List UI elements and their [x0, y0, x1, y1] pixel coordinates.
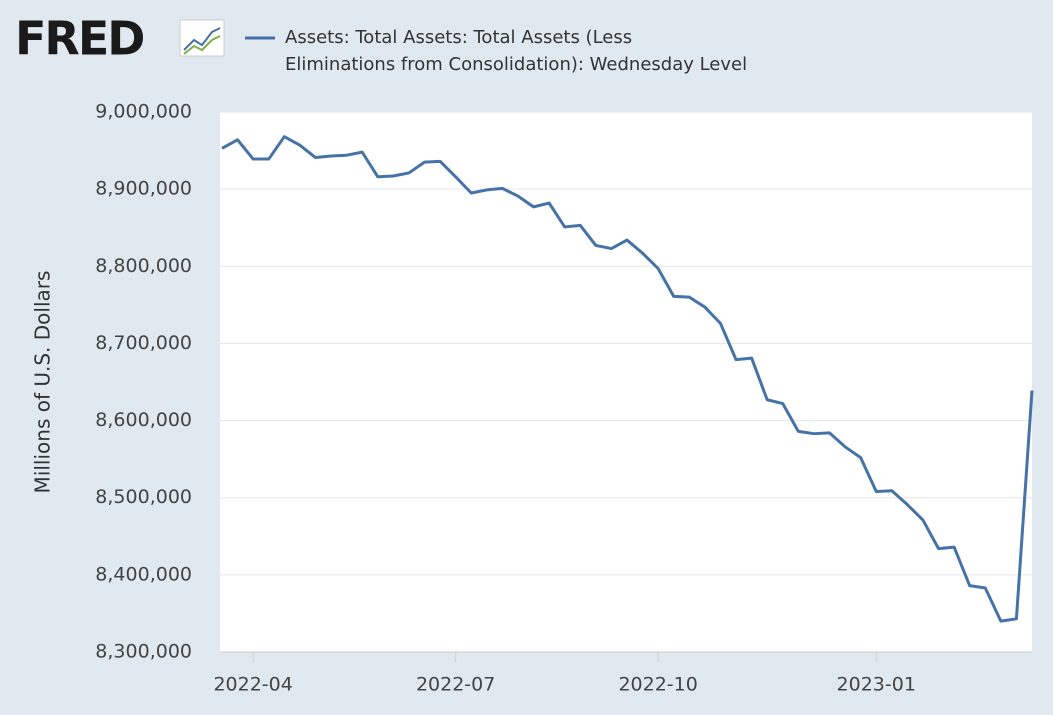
legend-line: Eliminations from Consolidation): Wednes… — [285, 54, 747, 75]
y-tick-label: 8,400,000 — [95, 563, 192, 585]
x-tick-label: 2022-04 — [213, 674, 292, 696]
y-tick-label: 8,500,000 — [95, 486, 192, 508]
x-tick-label: 2022-07 — [416, 674, 495, 696]
logo-icon — [179, 19, 225, 57]
y-tick-label: 9,000,000 — [95, 101, 192, 123]
y-tick-label: 8,800,000 — [95, 255, 192, 277]
logo: FRED — [15, 12, 143, 66]
y-tick-label: 8,600,000 — [95, 409, 192, 431]
data-line — [221, 135, 1034, 623]
y-tick-label: 8,700,000 — [95, 332, 192, 354]
x-tick-label: 2022-10 — [618, 674, 697, 696]
plot-area — [220, 112, 1032, 652]
y-tick-label: 8,900,000 — [95, 178, 192, 200]
y-axis-label: Millions of U.S. Dollars — [31, 271, 55, 494]
legend-label: Assets: Total Assets: Total Assets (Less… — [285, 27, 747, 75]
y-tick-label: 8,300,000 — [95, 641, 192, 663]
x-tick-label: 2023-01 — [837, 674, 916, 696]
legend-line: Assets: Total Assets: Total Assets (Less — [285, 27, 632, 48]
